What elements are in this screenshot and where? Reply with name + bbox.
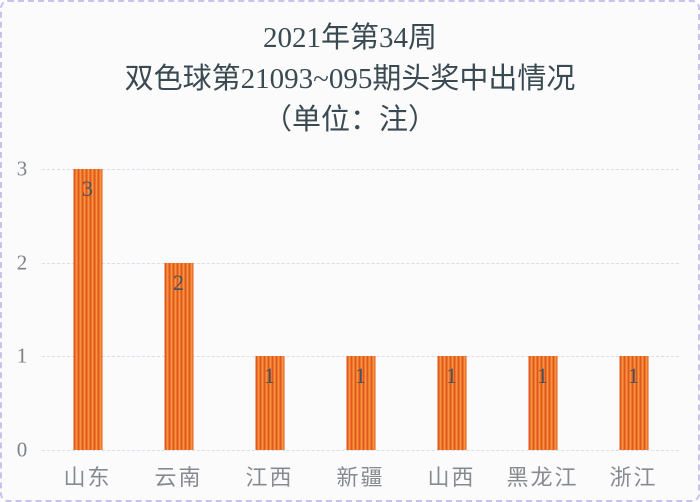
x-axis-label-新疆: 新疆: [336, 465, 385, 490]
gridline-y-0: [42, 450, 679, 451]
bar-slot-山西: 1 山西: [406, 169, 497, 490]
bar-slot-江西: 1 江西: [224, 169, 315, 490]
bar-slot-浙江: 1 浙江: [588, 169, 679, 490]
y-tick-label-2: 2: [16, 250, 28, 275]
gridline-y-3: [42, 169, 679, 170]
x-axis-label-云南: 云南: [154, 465, 203, 490]
x-axis-label-江西: 江西: [245, 465, 294, 490]
y-tick-label-0: 0: [16, 437, 28, 462]
chart-title-line-1: 2021年第34周: [262, 22, 437, 54]
bar-chart-plot-area: 0 1 2 3 3 山东 2 云南 1 江西 1 新疆 1 山西 1 黑龙江 1 浙江: [17, 157, 679, 490]
x-axis-label-浙江: 浙江: [609, 465, 658, 490]
bar-value-label-云南: 2: [173, 269, 184, 295]
bar-value-label-浙江: 1: [628, 363, 639, 389]
bar-云南: 2: [164, 262, 193, 450]
bar-value-label-江西: 1: [264, 363, 275, 389]
chart-title-line-3: （单位：注）: [262, 104, 437, 136]
bar-slot-山东: 3 山东: [42, 169, 133, 490]
y-tick-label-3: 3: [16, 156, 28, 181]
bar-value-label-黑龙江: 1: [537, 363, 548, 389]
bar-黑龙江: 1: [528, 356, 557, 450]
bar-江西: 1: [255, 356, 284, 450]
bar-slot-新疆: 1 新疆: [315, 169, 406, 490]
chart-title-line-2: 双色球第21093~095期头奖中出情况: [124, 63, 576, 95]
x-axis-label-山东: 山东: [63, 465, 112, 490]
bar-value-label-山西: 1: [446, 363, 457, 389]
bar-浙江: 1: [619, 356, 648, 450]
gridline-y-2: [42, 262, 679, 264]
x-axis-label-黑龙江: 黑龙江: [506, 465, 579, 490]
bar-新疆: 1: [346, 356, 375, 450]
bar-山西: 1: [437, 356, 466, 450]
bar-slot-云南: 2 云南: [133, 169, 224, 490]
x-axis-label-山西: 山西: [427, 465, 476, 490]
bar-山东: 3: [73, 169, 102, 450]
y-tick-label-1: 1: [16, 343, 28, 368]
bar-value-label-山东: 3: [82, 176, 93, 201]
bar-slot-黑龙江: 1 黑龙江: [497, 169, 588, 490]
chart-title: 2021年第34周 双色球第21093~095期头奖中出情况 （单位：注）: [2, 18, 698, 141]
bar-value-label-新疆: 1: [355, 363, 366, 389]
